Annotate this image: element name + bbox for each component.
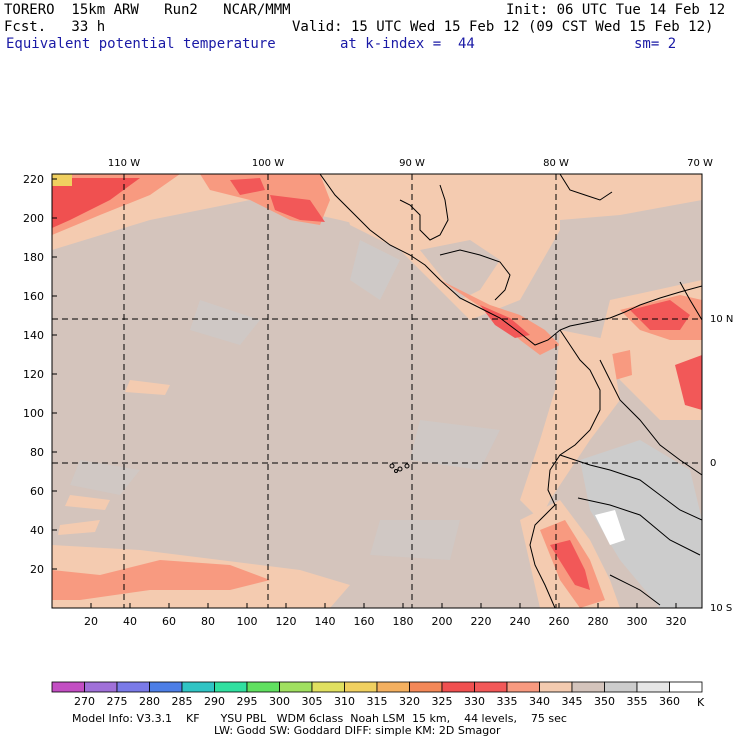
colorbar-label: 270 (74, 695, 95, 708)
colorbar-label: 330 (464, 695, 485, 708)
field-name: Equivalent potential temperature (6, 36, 276, 52)
colorbar-unit: K (697, 696, 705, 709)
colorbar-swatch (604, 681, 638, 693)
lon-label: 100 W (252, 158, 284, 169)
lat-label: 0 (710, 458, 716, 469)
x-tick-label: 320 (666, 615, 687, 628)
y-tick-label: 200 (23, 212, 44, 225)
colorbar-swatch (311, 681, 345, 693)
x-tick-label: 60 (162, 615, 176, 628)
init-time: Init: 06 UTC Tue 14 Feb 12 (506, 2, 726, 18)
colorbar-label: 320 (399, 695, 420, 708)
level-info: at k-index = 44 (340, 36, 475, 52)
smoothing-info: sm= 2 (634, 36, 677, 52)
lon-labels: 110 W 100 W 90 W 80 W 70 W (108, 158, 713, 169)
colorbar-swatch (441, 681, 475, 693)
map-frame (51, 173, 703, 609)
y-tick-labels: 220 200 180 160 140 120 100 80 60 40 20 (23, 173, 44, 576)
x-tick-label: 260 (549, 615, 570, 628)
y-tick-label: 140 (23, 329, 44, 342)
lat-label: 10 N (710, 314, 733, 325)
lon-label: 110 W (108, 158, 140, 169)
y-tick-label: 220 (23, 173, 44, 186)
y-tick-label: 160 (23, 290, 44, 303)
colorbar-swatch (214, 681, 248, 693)
lat-labels: 10 N 0 10 S (710, 314, 733, 614)
x-tick-label: 240 (510, 615, 531, 628)
x-tick-label: 220 (471, 615, 492, 628)
y-tick-label: 100 (23, 407, 44, 420)
colorbar-swatch (669, 681, 703, 693)
lon-label: 80 W (543, 158, 569, 169)
colorbar-swatch (376, 681, 410, 693)
x-tick-label: 280 (588, 615, 609, 628)
colorbar-swatch (279, 681, 313, 693)
y-tick-label: 180 (23, 251, 44, 264)
model-title: TORERO 15km ARW Run2 NCAR/MMM (4, 2, 291, 18)
y-tick-label: 80 (30, 446, 44, 459)
x-tick-label: 80 (201, 615, 215, 628)
colorbar-swatch (181, 681, 215, 693)
colorbar-label: 345 (562, 695, 583, 708)
colorbar-label: 355 (627, 695, 648, 708)
colorbar-label: 360 (659, 695, 680, 708)
colorbar-label: 280 (139, 695, 160, 708)
y-tick-label: 60 (30, 485, 44, 498)
colorbar-swatch (116, 681, 150, 693)
x-tick-label: 300 (627, 615, 648, 628)
y-tick-label: 120 (23, 368, 44, 381)
colorbar-swatch (149, 681, 183, 693)
theta-e-field (52, 174, 702, 608)
x-tick-label: 20 (84, 615, 98, 628)
colorbar-label: 290 (204, 695, 225, 708)
colorbar-swatch (636, 681, 670, 693)
colorbar-label: 300 (269, 695, 290, 708)
colorbar-label: 295 (237, 695, 258, 708)
colorbar-label: 350 (594, 695, 615, 708)
colorbar-swatch (84, 681, 118, 693)
lon-label: 70 W (687, 158, 713, 169)
colorbar-swatch (539, 681, 573, 693)
model-info: Model Info: V3.3.1 KF YSU PBL WDM 6class… (72, 712, 567, 725)
x-tick-label: 180 (393, 615, 414, 628)
x-tick-label: 140 (315, 615, 336, 628)
colorbar: 270 275 280 285 290 295 300 305 310 315 320 325 330 3… (51, 681, 703, 708)
colorbar-label: 310 (334, 695, 355, 708)
colorbar-label: 325 (432, 695, 453, 708)
colorbar-label: 275 (107, 695, 128, 708)
colorbar-label: 340 (529, 695, 550, 708)
valid-time: Valid: 15 UTC Wed 15 Feb 12 (09 CST Wed … (292, 19, 714, 35)
y-tick-label: 40 (30, 524, 44, 537)
colorbar-label: 285 (172, 695, 193, 708)
colorbar-swatch (571, 681, 605, 693)
colorbar-swatch (409, 681, 443, 693)
forecast-hour: Fcst. 33 h (4, 19, 106, 35)
x-tick-labels: 20 40 60 80 100 120 140 160 180 200 220 240 260 280 30… (84, 615, 687, 628)
colorbar-label: 335 (497, 695, 518, 708)
colorbar-swatch (506, 681, 540, 693)
y-tick-label: 20 (30, 563, 44, 576)
physics-info: LW: Godd SW: Goddard DIFF: simple KM: 2D… (214, 724, 501, 737)
coastlines (319, 174, 702, 608)
colorbar-label: 305 (302, 695, 323, 708)
colorbar-swatch (51, 681, 85, 693)
colorbar-swatch (344, 681, 378, 693)
lat-lon-grid (52, 174, 702, 608)
x-tick-label: 120 (276, 615, 297, 628)
x-tick-label: 200 (432, 615, 453, 628)
axis-ticks (52, 178, 677, 608)
lon-label: 90 W (399, 158, 425, 169)
colorbar-swatch (474, 681, 508, 693)
x-tick-label: 100 (237, 615, 258, 628)
x-tick-label: 160 (354, 615, 375, 628)
lat-label: 10 S (710, 603, 732, 614)
colorbar-swatch (246, 681, 280, 693)
colorbar-label: 315 (367, 695, 388, 708)
x-tick-label: 40 (123, 615, 137, 628)
